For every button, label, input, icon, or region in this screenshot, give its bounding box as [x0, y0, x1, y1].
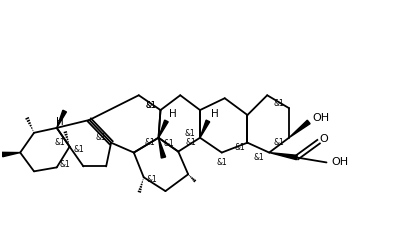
Text: OH: OH	[332, 158, 349, 168]
Text: &1: &1	[145, 101, 156, 110]
Text: &1: &1	[234, 143, 245, 152]
Text: &1: &1	[144, 138, 155, 147]
Text: &1: &1	[145, 101, 156, 110]
Text: &1: &1	[146, 175, 157, 184]
Polygon shape	[57, 110, 66, 128]
Text: &1: &1	[185, 129, 195, 138]
Text: H: H	[170, 109, 177, 119]
Polygon shape	[269, 153, 297, 160]
Text: OH: OH	[312, 113, 329, 123]
Text: &1: &1	[254, 153, 265, 162]
Text: &1: &1	[274, 99, 285, 108]
Text: &1: &1	[186, 138, 197, 147]
Text: H: H	[56, 117, 64, 127]
Text: H: H	[211, 109, 219, 119]
Polygon shape	[2, 152, 20, 157]
Text: &1: &1	[163, 139, 174, 148]
Text: &1: &1	[59, 160, 70, 169]
Text: &1: &1	[274, 138, 285, 147]
Polygon shape	[158, 120, 168, 138]
Text: &1: &1	[54, 138, 65, 147]
Polygon shape	[289, 120, 310, 138]
Text: &1: &1	[73, 145, 84, 154]
Polygon shape	[158, 138, 166, 158]
Text: &1: &1	[96, 133, 106, 142]
Polygon shape	[200, 120, 210, 138]
Text: &1: &1	[216, 158, 227, 167]
Text: O: O	[319, 134, 328, 144]
